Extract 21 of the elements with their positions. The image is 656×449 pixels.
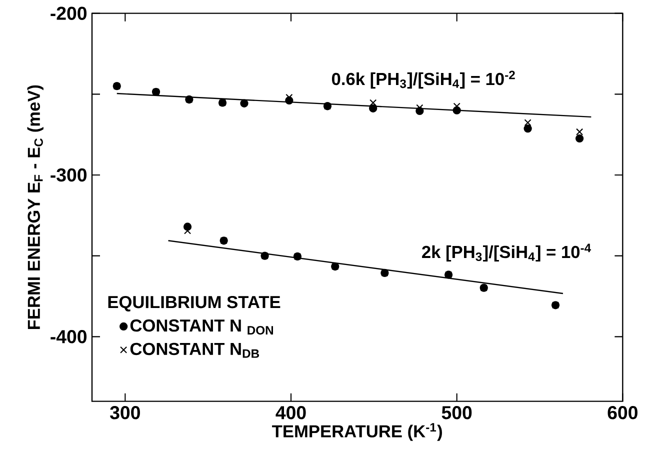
legend-label: CONSTANT N$_{DB}$ (130, 342, 260, 358)
point (524, 124, 532, 133)
x-tick-label: 400 (276, 406, 306, 420)
point (240, 99, 248, 108)
point (524, 118, 532, 126)
x-tick-label: 300 (110, 406, 140, 420)
y-tick-label: -200 (50, 6, 87, 20)
point (369, 104, 378, 112)
x-tick-label: 600 (608, 406, 638, 420)
annotation: 0.6k [PH$_{3}$]/[SiH$_{4}$] = 10$^{-2}$ (332, 70, 515, 88)
x-tick-label: 500 (442, 406, 472, 420)
legend-title: EQUILIBRIUM STATE (108, 296, 280, 312)
point (575, 134, 584, 142)
annotation: 2k [PH$_{3}$]/[SiH$_{4}$] = 10$^{-4}$ (422, 244, 591, 262)
y-tick-label: -300 (50, 168, 87, 182)
point (370, 99, 377, 106)
y-tick-label: -400 (50, 330, 87, 344)
legend-label: CONSTANT N $_{DON}$ (130, 319, 273, 334)
point (576, 128, 584, 136)
y-axis-title: FERMI ENERGY E$_{F}$ - E$_{C}$ (meV) (27, 85, 44, 329)
x-axis-title: TEMPERATURE (K$^{-1}$) (272, 422, 442, 441)
